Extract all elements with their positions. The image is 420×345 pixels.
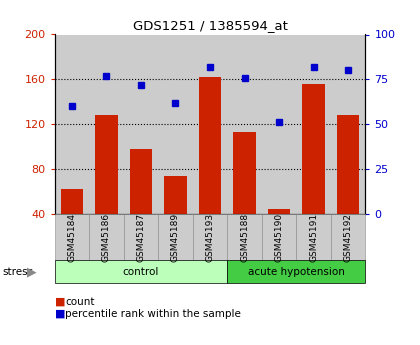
Bar [337, 115, 360, 214]
Text: count: count [65, 297, 94, 307]
Bar [164, 176, 186, 214]
Bar [60, 189, 83, 214]
Text: GSM45190: GSM45190 [275, 213, 284, 262]
Bar [55, 34, 89, 214]
Text: ■: ■ [55, 297, 65, 307]
Text: GSM45184: GSM45184 [67, 213, 76, 262]
Bar [262, 34, 297, 214]
Bar [233, 132, 256, 214]
Text: GSM45193: GSM45193 [205, 213, 215, 262]
Text: GSM45188: GSM45188 [240, 213, 249, 262]
Text: stress: stress [2, 267, 33, 277]
Bar [268, 209, 290, 214]
Text: control: control [123, 267, 159, 277]
Bar [297, 34, 331, 214]
Bar [199, 77, 221, 214]
Bar [123, 34, 158, 214]
Text: ▶: ▶ [27, 265, 37, 278]
Bar [130, 149, 152, 214]
Bar [331, 34, 365, 214]
Text: acute hypotension: acute hypotension [248, 267, 345, 277]
Text: percentile rank within the sample: percentile rank within the sample [65, 309, 241, 319]
Text: GSM45187: GSM45187 [136, 213, 145, 262]
Text: ■: ■ [55, 309, 65, 319]
Bar [158, 34, 193, 214]
Bar [227, 34, 262, 214]
Bar [193, 34, 227, 214]
Bar [89, 34, 123, 214]
Bar [95, 115, 118, 214]
Text: GSM45186: GSM45186 [102, 213, 111, 262]
Text: GSM45189: GSM45189 [171, 213, 180, 262]
Text: GSM45192: GSM45192 [344, 213, 353, 262]
Bar [302, 84, 325, 214]
Text: GSM45191: GSM45191 [309, 213, 318, 262]
Title: GDS1251 / 1385594_at: GDS1251 / 1385594_at [133, 19, 287, 32]
